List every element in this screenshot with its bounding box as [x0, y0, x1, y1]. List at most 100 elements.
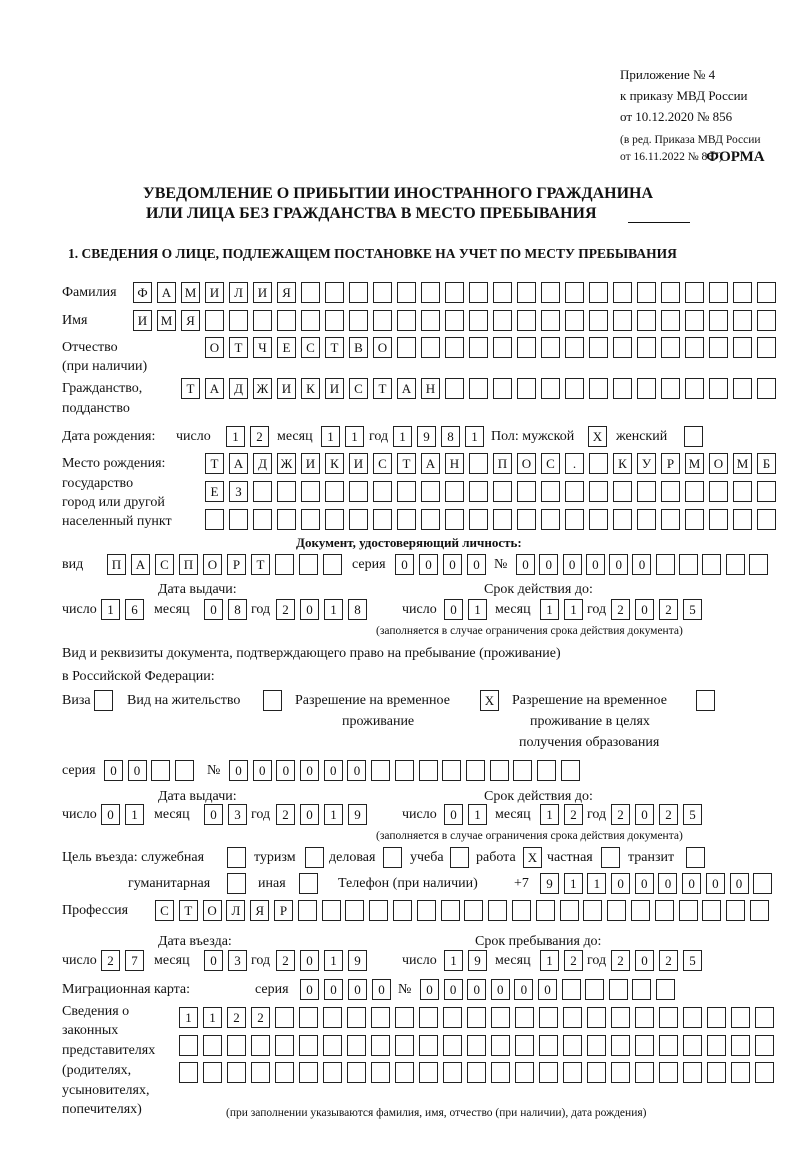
char-box[interactable]	[565, 378, 584, 399]
char-box[interactable]: 0	[229, 760, 248, 781]
char-box[interactable]	[442, 760, 462, 781]
checkbox-cell[interactable]: X	[480, 690, 499, 711]
char-box[interactable]	[635, 1007, 654, 1028]
char-box[interactable]	[397, 481, 416, 502]
char-box[interactable]	[683, 1007, 702, 1028]
char-box[interactable]	[565, 282, 584, 303]
char-box[interactable]	[565, 310, 584, 331]
char-box[interactable]: 2	[564, 804, 583, 825]
char-box[interactable]	[205, 509, 224, 530]
char-box[interactable]	[733, 310, 752, 331]
char-box[interactable]: 0	[372, 979, 391, 1000]
purpose-transit-checkbox[interactable]	[686, 847, 705, 868]
char-box[interactable]	[179, 1035, 198, 1056]
char-box[interactable]	[469, 453, 488, 474]
char-box[interactable]: С	[301, 337, 320, 358]
char-box[interactable]: 1	[324, 599, 343, 620]
char-box[interactable]	[373, 481, 392, 502]
char-box[interactable]	[493, 378, 512, 399]
char-box[interactable]	[445, 282, 464, 303]
char-box[interactable]	[203, 1035, 222, 1056]
char-box[interactable]: Я	[181, 310, 200, 331]
char-box[interactable]	[565, 337, 584, 358]
char-box[interactable]	[491, 1062, 510, 1083]
char-box[interactable]	[707, 1035, 726, 1056]
char-box[interactable]: 0	[729, 873, 749, 894]
char-box[interactable]	[419, 1062, 438, 1083]
char-box[interactable]	[589, 310, 608, 331]
char-box[interactable]	[371, 1007, 390, 1028]
char-box[interactable]	[445, 509, 464, 530]
char-box[interactable]	[753, 873, 773, 894]
checkbox-cell[interactable]	[263, 690, 282, 711]
char-box[interactable]: .	[565, 453, 584, 474]
char-box[interactable]	[679, 554, 699, 575]
char-box[interactable]: 1	[540, 804, 559, 825]
char-box[interactable]	[275, 1035, 294, 1056]
char-box[interactable]: Р	[227, 554, 246, 575]
char-box[interactable]: С	[349, 378, 368, 399]
char-box[interactable]	[757, 378, 776, 399]
char-box[interactable]	[659, 1062, 678, 1083]
char-box[interactable]: 9	[417, 426, 436, 447]
char-box[interactable]: М	[733, 453, 752, 474]
char-box[interactable]	[757, 337, 776, 358]
char-box[interactable]	[608, 979, 628, 1000]
char-box[interactable]	[251, 1035, 270, 1056]
purpose-business-checkbox[interactable]	[383, 847, 402, 868]
char-box[interactable]	[589, 337, 608, 358]
char-box[interactable]	[685, 509, 704, 530]
char-box[interactable]	[493, 282, 512, 303]
char-box[interactable]	[467, 1035, 486, 1056]
char-box[interactable]: Б	[757, 453, 776, 474]
char-box[interactable]	[397, 509, 416, 530]
char-box[interactable]	[683, 1035, 702, 1056]
char-box[interactable]	[709, 378, 728, 399]
char-box[interactable]	[469, 337, 488, 358]
char-box[interactable]: А	[205, 378, 224, 399]
char-box[interactable]	[683, 1062, 702, 1083]
char-box[interactable]	[469, 509, 488, 530]
char-box[interactable]: 9	[348, 950, 367, 971]
char-box[interactable]	[395, 1035, 414, 1056]
char-box[interactable]	[661, 337, 680, 358]
char-box[interactable]: 0	[300, 950, 319, 971]
birth-place-row-3[interactable]	[205, 509, 776, 530]
char-box[interactable]	[392, 900, 412, 921]
char-box[interactable]: А	[397, 378, 416, 399]
char-box[interactable]	[445, 481, 464, 502]
char-box[interactable]	[421, 337, 440, 358]
char-box[interactable]	[733, 509, 752, 530]
char-box[interactable]	[517, 509, 536, 530]
char-box[interactable]	[251, 1062, 270, 1083]
char-box[interactable]	[541, 509, 560, 530]
char-box[interactable]: 0	[562, 554, 582, 575]
char-box[interactable]: 2	[227, 1007, 246, 1028]
char-box[interactable]	[275, 554, 294, 575]
char-box[interactable]	[394, 760, 414, 781]
char-box[interactable]	[373, 509, 392, 530]
char-box[interactable]	[151, 760, 170, 781]
char-box[interactable]	[685, 310, 704, 331]
char-box[interactable]: 1	[465, 426, 484, 447]
char-box[interactable]: К	[325, 453, 344, 474]
char-box[interactable]: П	[179, 554, 198, 575]
char-box[interactable]	[709, 337, 728, 358]
char-box[interactable]	[726, 900, 746, 921]
char-box[interactable]	[678, 900, 698, 921]
char-box[interactable]: Н	[421, 378, 440, 399]
checkbox-cell[interactable]	[299, 873, 318, 894]
sex-male-checkbox[interactable]: X	[588, 426, 607, 447]
char-box[interactable]	[733, 378, 752, 399]
char-box[interactable]	[299, 1062, 318, 1083]
char-box[interactable]: 5	[683, 804, 702, 825]
char-box[interactable]	[301, 310, 320, 331]
char-box[interactable]	[299, 1035, 318, 1056]
char-box[interactable]: 0	[632, 554, 652, 575]
